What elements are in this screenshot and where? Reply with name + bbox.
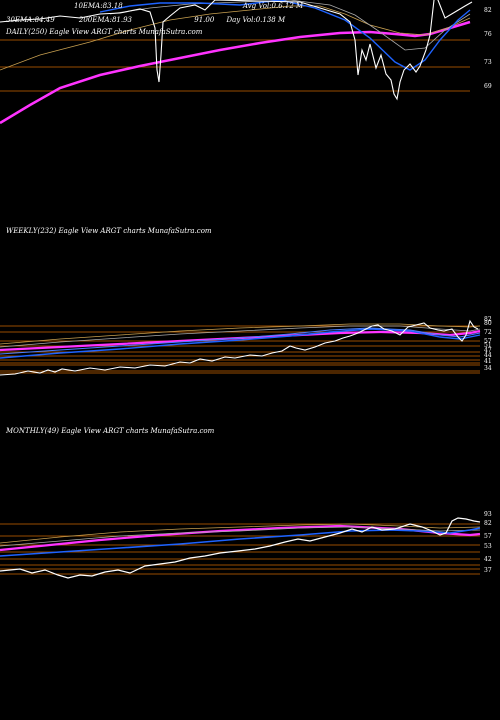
daily-axis-label: 69: [484, 83, 492, 90]
stat-label: 200EMA:: [78, 16, 112, 24]
weekly-panel: WEEKLY(232) Eagle View ARGT charts Munaf…: [0, 225, 500, 415]
stat-label: 10EMA:: [74, 2, 103, 10]
weekly-ema-long-line: [0, 329, 481, 352]
monthly-ema-short-line: [0, 527, 481, 557]
daily-panel: 82 76 73 69 10EMA:83.18 Avg Vol:0.6.12 M…: [0, 0, 500, 130]
daily-stats-row-2: 30EMA:84.49 200EMA:81.93 91.00 Day Vol:0…: [6, 16, 285, 24]
daily-axis-label: 76: [484, 31, 492, 38]
monthly-ema-mid2-line: [0, 526, 481, 547]
monthly-title: MONTHLY(49) Eagle View ARGT charts Munaf…: [6, 427, 215, 435]
daily-price-line: [0, 0, 473, 101]
monthly-axis-label: 53: [484, 543, 492, 550]
weekly-axis-label: 34: [484, 365, 492, 372]
monthly-axis: 93 82 57 53 42 37: [484, 511, 492, 574]
monthly-chart: 93 82 57 53 42 37: [0, 511, 492, 579]
stat-label: 30EMA:: [6, 16, 35, 24]
daily-ema-short-line: [99, 0, 471, 71]
stat-value: 83.18: [102, 2, 123, 10]
stat-value: 0.138 M: [255, 16, 286, 24]
daily-title: DAILY(250) Eagle View ARGT charts Munafa…: [6, 28, 203, 36]
daily-axis-label: 82: [484, 7, 492, 14]
daily-axis-label: 73: [484, 59, 492, 66]
daily-ema-mid-line: [0, 5, 471, 71]
weekly-axis-label: 72: [484, 329, 492, 336]
daily-ema-mid2-line: [109, 0, 471, 51]
weekly-axis-label: 47: [484, 347, 492, 354]
daily-chart: 82 76 73 69: [0, 0, 492, 125]
daily-ema-long-line: [0, 20, 471, 125]
weekly-ema-short2-line: [0, 327, 481, 355]
stat-value: 91.00: [194, 16, 215, 24]
monthly-axis-label: 57: [484, 533, 492, 540]
daily-stats-row-1: 10EMA:83.18 Avg Vol:0.6.12 M: [6, 2, 303, 10]
weekly-axis-label: 82: [484, 316, 492, 323]
monthly-level-lines: [0, 523, 480, 575]
stat-label: Day Vol:: [226, 16, 256, 24]
weekly-axis-label: 44: [484, 352, 492, 359]
monthly-axis-label: 82: [484, 520, 492, 527]
weekly-axis-label: 41: [484, 358, 492, 365]
monthly-axis-label: 37: [484, 567, 492, 574]
stat-label: Avg Vol:: [242, 2, 272, 10]
weekly-axis-label: 57: [484, 338, 492, 345]
weekly-axis-label: 51: [484, 342, 492, 349]
weekly-title: WEEKLY(232) Eagle View ARGT charts Munaf…: [6, 227, 212, 235]
monthly-panel: MONTHLY(49) Eagle View ARGT charts Munaf…: [0, 425, 500, 625]
weekly-price-line: [0, 319, 479, 376]
weekly-ema-short-line: [0, 328, 481, 359]
monthly-axis-label: 93: [484, 511, 492, 518]
weekly-ema-mid2-line: [0, 325, 481, 348]
weekly-ema-mid-line: [0, 323, 481, 345]
stat-value: 84.49: [34, 16, 55, 24]
stat-value: 81.93: [111, 16, 132, 24]
weekly-axis-label: 80: [484, 320, 492, 327]
stat-value: 0.6.12 M: [271, 2, 304, 10]
monthly-axis-label: 42: [484, 556, 492, 563]
monthly-price-line: [0, 517, 481, 579]
